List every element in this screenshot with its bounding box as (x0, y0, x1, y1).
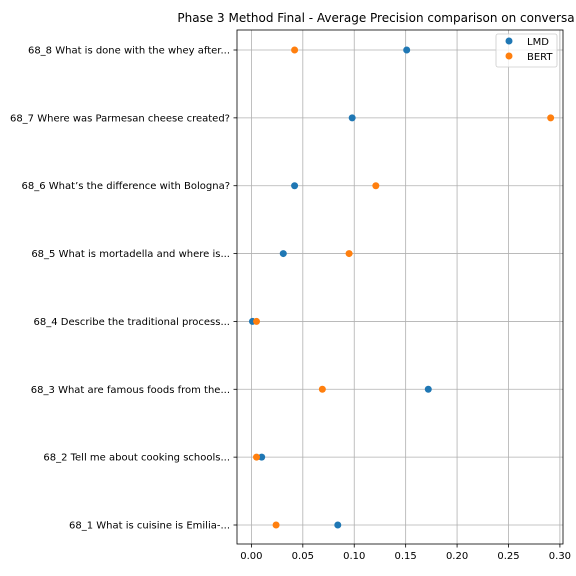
x-tick-label: 0.00 (240, 551, 262, 562)
data-point-lmd (291, 182, 299, 190)
data-point-lmd (258, 453, 266, 461)
category-label: 68_8 What is done with the whey after... (28, 46, 230, 57)
data-points (248, 46, 555, 529)
y-axis-ticks: 68_1 What is cuisine is Emilia-... 68_2 T… (10, 46, 237, 532)
data-point-lmd (403, 46, 411, 54)
category-label: 68_3 What are famous foods from the... (31, 385, 230, 396)
data-point-bert (372, 182, 380, 190)
legend-marker-bert (505, 52, 513, 60)
data-point-bert (291, 46, 299, 54)
data-point-lmd (334, 521, 342, 529)
category-label: 68_2 Tell me about cooking schools... (43, 453, 230, 464)
x-tick-label: 0.10 (343, 551, 365, 562)
x-tick-label: 0.05 (292, 551, 314, 562)
category-label: 68_6 What’s the difference with Bologna? (22, 181, 230, 192)
data-point-bert (318, 385, 326, 393)
legend-label-lmd: LMD (527, 37, 549, 48)
plot-frame (236, 29, 564, 545)
data-point-bert (253, 453, 261, 461)
category-label: 68_1 What is cuisine is Emilia-... (69, 521, 230, 532)
x-tick-label: 0.30 (549, 551, 571, 562)
legend-marker-lmd (505, 37, 513, 45)
category-label: 68_7 Where was Parmesan cheese created? (10, 113, 230, 124)
legend-label-bert: BERT (527, 52, 553, 63)
data-point-lmd (424, 385, 432, 393)
data-point-bert (272, 521, 280, 529)
data-point-lmd (279, 250, 287, 258)
chart-title: Phase 3 Method Final - Average Precision… (177, 11, 574, 25)
x-tick-label: 0.25 (497, 551, 519, 562)
grid (237, 30, 563, 544)
legend: LMD BERT (495, 33, 558, 68)
data-point-bert (345, 250, 353, 258)
x-tick-label: 0.20 (446, 551, 468, 562)
category-label: 68_4 Describe the traditional process... (34, 317, 230, 328)
x-tick-label: 0.15 (395, 551, 417, 562)
data-point-bert (253, 317, 261, 325)
data-point-lmd (348, 114, 356, 122)
data-point-bert (547, 114, 555, 122)
category-label: 68_5 What is mortadella and where is... (31, 249, 230, 260)
x-axis-ticks: 0.00 0.05 0.10 0.15 0.20 0.25 0.30 (240, 544, 571, 562)
